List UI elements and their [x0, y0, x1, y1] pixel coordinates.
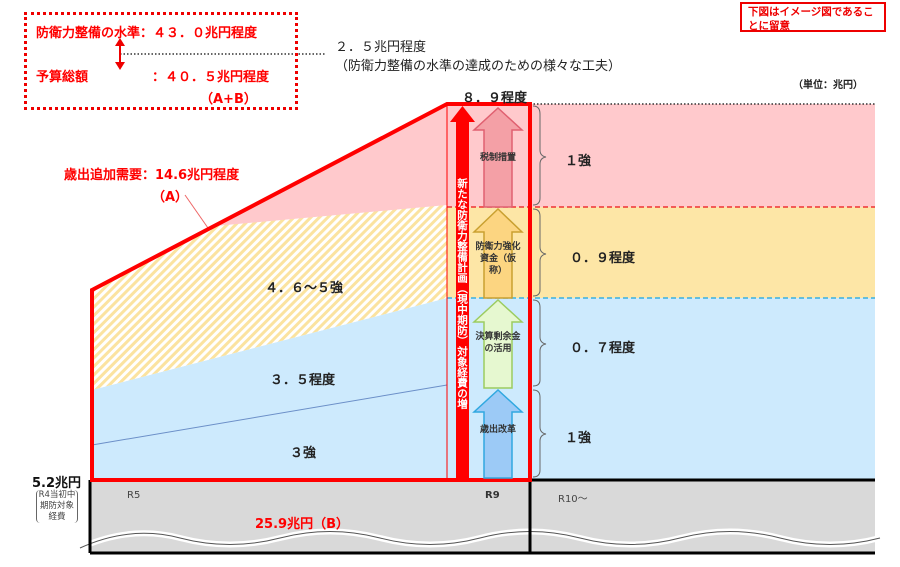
source-amount-fund: ０．９程度	[570, 251, 636, 266]
budget-formula: （A+B）	[200, 92, 257, 107]
gap-description: （防衛力整備の水準の達成のための様々な工夫）	[335, 59, 622, 74]
source-amount-tax: １強	[565, 154, 592, 169]
blue-upper-value: ３．５程度	[270, 373, 336, 388]
summary-box	[24, 12, 298, 110]
budget-total-value: ：４０．５兆円程度	[152, 70, 270, 85]
total-outline	[90, 102, 532, 482]
source-amount-surplus: ０．７程度	[570, 341, 636, 356]
image-note: 下図はイメージ図であることに留意	[740, 2, 886, 32]
base-total: 25.9兆円（B）	[255, 517, 349, 532]
area-hatched	[92, 205, 447, 390]
increase-arrow	[456, 120, 469, 480]
braces	[532, 105, 547, 478]
axis-after: R10～	[558, 494, 588, 505]
axis-start: R5	[127, 490, 141, 501]
axis-end: R9	[485, 490, 500, 501]
band-yellow	[447, 207, 875, 298]
baseline-value: 5.2兆円	[32, 476, 82, 491]
hatched-value: ４．６～５強	[265, 281, 344, 296]
additional-demand-label: 歳出追加需要：14.6兆円程度	[64, 168, 240, 183]
divider-line	[91, 384, 448, 446]
band-blue	[447, 298, 875, 480]
baseline-description: R4当初中期防対象経費	[36, 490, 78, 523]
defense-level-label: 防衛力整備の水準：４３．０兆円程度	[36, 26, 258, 41]
unit-label: （単位：兆円）	[793, 80, 863, 91]
gap-value: ２．５兆円程度	[335, 40, 427, 55]
source-label-fund: 防衛力強化資金（仮称）	[475, 242, 521, 276]
pointer-line	[184, 194, 209, 229]
band-pink	[447, 104, 875, 207]
blue-lower-value: ３強	[290, 446, 317, 461]
area-blue	[92, 298, 447, 480]
source-label-surplus: 決算剰余金の活用	[475, 332, 521, 354]
arrow-reform	[472, 388, 524, 479]
peak-label: ８．９程度	[462, 91, 528, 106]
arrow-fund	[472, 207, 524, 299]
budget-total-label: 予算総額	[36, 70, 89, 85]
additional-demand-tag: （A）	[152, 190, 189, 205]
arrow-tax	[472, 106, 524, 208]
source-label-tax: 税制措置	[479, 153, 516, 163]
increase-arrow-label: 新たな防衛力整備計画（現中期防）対象経費の増	[456, 178, 468, 409]
arrow-surplus	[472, 298, 524, 389]
source-amount-reform: １強	[565, 431, 592, 446]
source-label-reform: 歳出改革	[479, 425, 516, 435]
